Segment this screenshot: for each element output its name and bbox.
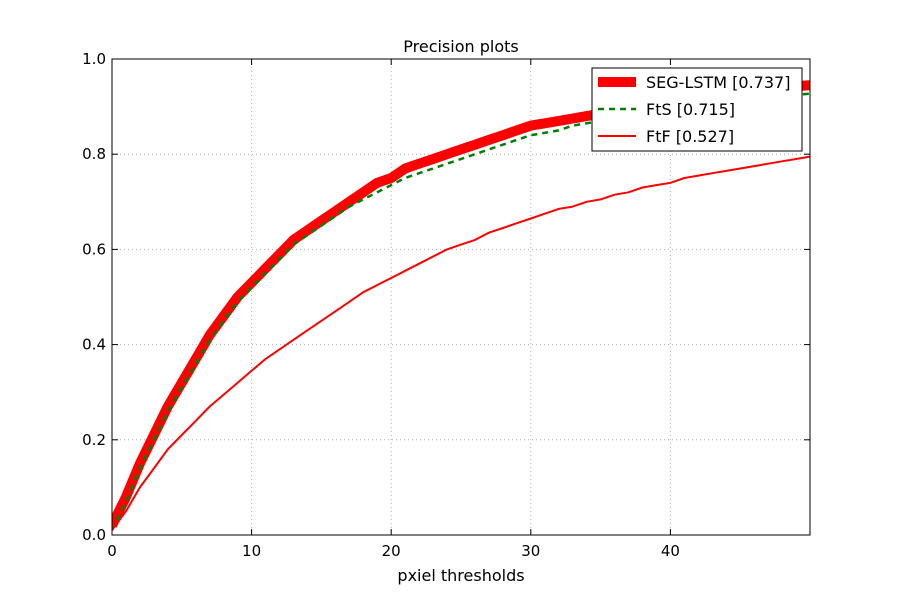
axis-ticks: 0 10 20 30 40 0.0 0.2 0.4 0.6 0.8 1.0	[82, 50, 810, 560]
grid	[112, 59, 810, 535]
x-axis-label: pxiel thresholds	[397, 566, 524, 585]
legend-label-0: SEG-LSTM [0.737]	[646, 73, 790, 92]
x-tick-label: 40	[661, 542, 680, 560]
legend-label-1: FtS [0.715]	[646, 100, 735, 119]
legend-label-2: FtF [0.527]	[646, 127, 734, 146]
x-tick-label: 0	[107, 542, 117, 560]
y-tick-label: 1.0	[82, 50, 106, 68]
y-tick-label: 0.0	[82, 526, 106, 544]
series-line-2	[112, 155, 810, 531]
x-tick-label: 20	[382, 542, 401, 560]
legend: SEG-LSTM [0.737] FtS [0.715] FtF [0.527]	[591, 67, 803, 152]
plot-frame	[111, 58, 811, 536]
y-tick-label: 0.2	[82, 431, 106, 449]
chart-title: Precision plots	[403, 37, 518, 56]
x-tick-label: 10	[242, 542, 261, 560]
x-tick-label: 30	[521, 542, 540, 560]
y-tick-label: 0.6	[82, 240, 106, 258]
y-tick-label: 0.4	[82, 336, 106, 354]
y-tick-label: 0.8	[82, 145, 106, 163]
